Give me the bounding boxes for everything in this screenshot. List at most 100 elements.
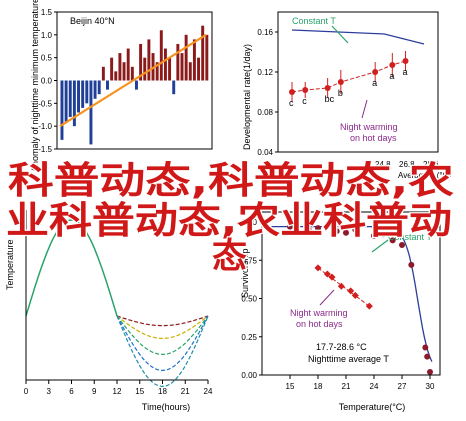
panel1-bar <box>118 53 122 81</box>
overlay-text-line2: 业科普动态,农业科普动 <box>6 199 452 242</box>
panel2-point-letter: a <box>403 67 408 77</box>
panel1-bar <box>106 80 109 90</box>
panel1-bar <box>97 80 101 95</box>
panel1-y-tick-label: -0.5 <box>38 99 52 108</box>
panel-survivorship: Survivorship 15 18 21 24 27 30 0.00 0.25 0.50 0.7… <box>240 211 441 412</box>
panel2-x-tick-label: 24.8 <box>375 160 391 169</box>
panel4-warming-point <box>323 270 331 278</box>
panel4-warming-arrow <box>319 289 335 306</box>
panel4-y-tick-label: 0.50 <box>241 295 257 304</box>
panel-temperature-time: Temperature 0 3 6 9 12 15 18 21 24 Time(hours) <box>5 210 213 412</box>
panel1-y-tick-label: 1.0 <box>41 31 53 40</box>
panel4-constant-point <box>333 228 340 235</box>
panel3-x-tick-label: 24 <box>204 387 213 396</box>
panel4-warming-label-line2: on hot days <box>296 319 343 329</box>
panel2-y-axis-label: Developmental rate(1/day) <box>242 44 252 150</box>
panel2-y-tick-label: 0.04 <box>257 148 273 157</box>
panel4-y-tick-label: 0.25 <box>241 333 257 342</box>
panel4-warming-point <box>328 273 336 281</box>
panel1-bar <box>155 62 159 81</box>
panel1-bar <box>192 39 196 81</box>
panel2-constant-label: Constant T <box>292 16 336 26</box>
overlay-text-line1: 科普动态,科普动态,农 <box>8 159 454 202</box>
panel1-bar <box>147 39 151 81</box>
panel3-daily-curve <box>25 219 118 317</box>
panel4-x-tick-label: 18 <box>314 382 323 391</box>
panel1-bar <box>122 62 126 81</box>
panel1-bar <box>135 80 138 90</box>
panel2-warming-label-line2: on hot days <box>350 133 397 143</box>
panel1-bar <box>197 57 201 81</box>
panel1-bar <box>176 43 180 81</box>
panel2-y-tick-label: 0.12 <box>257 68 273 77</box>
panel2-point <box>302 87 309 93</box>
panel4-constant-point <box>305 226 312 233</box>
panel1-bar <box>163 48 167 81</box>
panel1-y-tick-label: 1.5 <box>41 8 53 17</box>
panel4-constant-point <box>287 223 293 230</box>
panel3-night-curve <box>116 315 209 372</box>
panel2-y-tick-label: 0.16 <box>257 28 273 37</box>
panel1-bar <box>68 80 72 118</box>
panel4-constant-arrow <box>371 239 389 253</box>
panel3-x-axis-label: Time(hours) <box>142 402 190 412</box>
panel3-x-tick-label: 15 <box>135 387 144 396</box>
panel4-warming-point <box>347 287 355 295</box>
panel4-constant-label: Constant T <box>388 232 432 242</box>
panel1-bar <box>93 80 97 99</box>
panel1-y-axis-label: Anomaly of nighttime minimum temperature… <box>30 0 40 172</box>
panel2-point-letter: b <box>338 88 343 98</box>
panel1-bar <box>188 62 192 81</box>
panel4-constant-point <box>380 231 387 238</box>
panel2-point-letter: a <box>389 71 394 81</box>
panel-developmental-rate: Developmental rate(1/day) 0.04 0.08 0.12 0.… <box>242 11 451 180</box>
panel4-y-tick-label: 0.75 <box>241 256 257 265</box>
panel4-warming-point <box>351 291 359 299</box>
panel2-point <box>289 89 295 95</box>
panel3-x-tick-label: 12 <box>113 387 122 396</box>
panel1-bar <box>130 66 134 81</box>
panel4-x-tick-label: 24 <box>370 382 379 391</box>
panel2-warming-label: Night warming on hot days <box>340 122 398 143</box>
panel4-y-tick-label: 1.00 <box>241 218 257 227</box>
panel4-footer-caption: Nighttime average T <box>308 354 389 364</box>
overlay-text-line3: 态 <box>212 237 247 277</box>
panel1-bar <box>205 34 209 81</box>
panel2-constant-arrow <box>331 25 349 44</box>
panel1-bar <box>126 48 130 81</box>
panel1-bar <box>89 80 93 145</box>
panel1-bar <box>101 66 105 81</box>
panel3-x-tick-label: 3 <box>47 387 52 396</box>
panel1-bar <box>60 80 64 140</box>
panel3-night-curve <box>116 315 209 327</box>
panel2-x-axis-label: Average T (°C) <box>398 171 451 180</box>
panel2-point-letter: c <box>289 98 294 108</box>
panel3-night-curve <box>116 315 209 388</box>
panel1-y-tick-label: 0.5 <box>41 54 53 63</box>
panel3-x-tick-label: 0 <box>24 387 29 396</box>
panel2-point <box>372 69 379 75</box>
panel4-x-tick-label: 30 <box>426 382 435 391</box>
panel2-frame <box>277 11 439 153</box>
panel1-bar <box>201 25 205 81</box>
panel2-point <box>337 79 344 85</box>
panel2-warming-label-line1: Night warming <box>340 122 398 132</box>
panel4-y-axis-label: Survivorship <box>240 248 250 298</box>
panel4-x-axis-label: Temperature(°C) <box>339 402 406 412</box>
panel1-bar <box>81 80 85 108</box>
panel4-constant-point <box>424 353 431 360</box>
panel2-constant-line <box>291 29 425 45</box>
panel2-point <box>389 62 396 68</box>
panel2-warming-arrow <box>361 99 368 119</box>
panel3-y-axis-label: Temperature <box>5 239 15 290</box>
panel4-constant-point <box>352 226 359 233</box>
panel4-constant-point <box>389 237 396 244</box>
panel4-x-tick-label: 21 <box>342 382 351 391</box>
panel2-point <box>324 85 331 91</box>
panel-bar-anomaly: Anomaly of nighttime minimum temperature… <box>30 0 213 172</box>
panel2-x-tick-label: 28.6 <box>423 160 439 169</box>
panel4-x-tick-label: 27 <box>398 382 407 391</box>
panel1-bar <box>139 43 143 81</box>
panel2-point-letter: a <box>372 78 377 88</box>
panel3-night-curve <box>116 315 209 339</box>
